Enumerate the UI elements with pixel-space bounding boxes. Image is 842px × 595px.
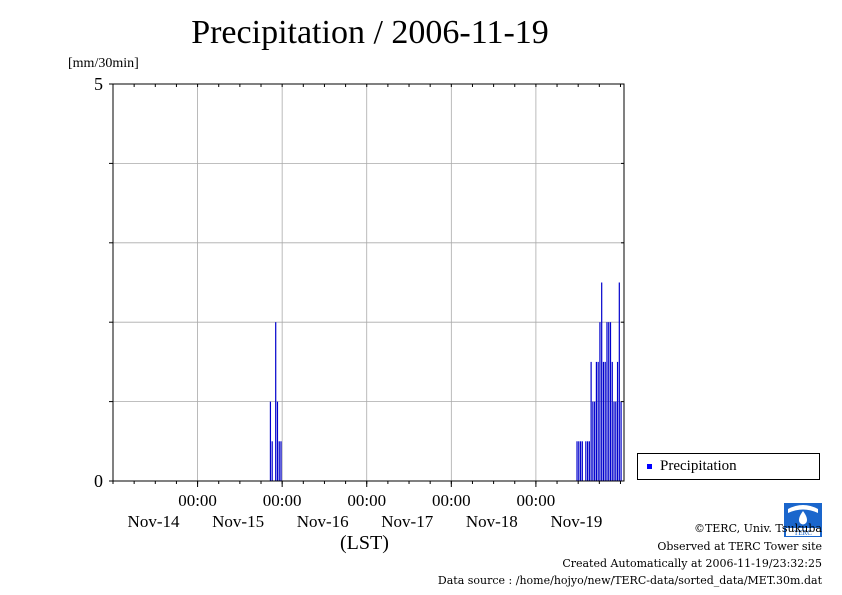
precipitation-bar [586,441,589,481]
precipitation-bar [609,322,612,481]
precipitation-bar [604,361,606,481]
x-tick-time-label: 00:00 [517,491,556,510]
credit-source: Data source : /home/hojyo/new/TERC-data/… [437,574,822,587]
x-tick-date-label: Nov-17 [381,512,433,531]
x-tick-date-label: Nov-19 [550,512,602,531]
x-tick-date-label: Nov-14 [128,512,180,531]
x-tick-labels: 00:00 Nov-14 00:00 Nov-15 00:00 Nov-16 00:00 No… [128,491,603,531]
precipitation-bar [588,441,590,481]
precipitation-bar [576,441,578,481]
precipitation-bar [606,322,608,481]
precipitation-bar [578,441,580,481]
legend-swatch [647,464,652,469]
precipitation-bar [579,441,582,481]
credit-created: Created Automatically at 2006-11-19/23:3… [562,557,822,570]
precipitation-bar [611,361,613,481]
credit-site: Observed at TERC Tower site [657,540,822,553]
precipitation-bar [620,401,622,481]
chart-title: Precipitation / 2006-11-19 [191,14,549,51]
plot-frame [112,83,625,482]
precipitation-bar [608,322,610,481]
precipitation-bar [602,361,605,481]
precipitation-bar [595,361,598,481]
grid-lines [113,84,624,481]
credit-copyright: ©TERC, Univ. Tsukuba [693,522,822,535]
precipitation-bar [597,361,599,481]
precipitation-bar [601,282,603,481]
legend: Precipitation [637,453,820,480]
precipitation-bar [275,322,277,481]
x-tick-time-label: 00:00 [178,491,217,510]
y-axis-unit-label: [mm/30min] [68,56,139,71]
precipitation-bar [278,441,280,481]
y-tick-label: 5 [94,74,103,94]
precipitation-bar [599,322,601,481]
precipitation-bar [276,401,279,481]
precipitation-bar [581,441,583,481]
x-tick-date-label: Nov-18 [466,512,518,531]
x-tick-time-label: 00:00 [263,491,302,510]
precipitation-bar [280,441,282,481]
precipitation-bar [269,401,272,481]
precipitation-bar [590,361,592,481]
precipitation-bars [269,282,622,481]
y-tick-label: 0 [94,471,103,491]
axis-ticks [109,83,624,487]
x-tick-time-label: 00:00 [432,491,471,510]
precipitation-bar [616,361,619,481]
y-tick-labels: 05 [94,74,103,491]
precipitation-bar [271,441,273,481]
terc-logo-icon: TERC [784,503,822,537]
precipitation-bar [613,401,615,481]
x-tick-date-label: Nov-16 [297,512,349,531]
precipitation-bar [585,441,587,481]
precipitation-bar [594,401,596,481]
x-tick-date-label: Nov-15 [212,512,264,531]
precipitation-bar [618,282,620,481]
x-axis-label: (LST) [340,532,389,554]
logo-text: TERC [794,529,812,537]
precipitation-bar [592,401,594,481]
x-tick-time-label: 00:00 [347,491,386,510]
legend-label: Precipitation [660,458,737,474]
precipitation-bar [615,401,617,481]
